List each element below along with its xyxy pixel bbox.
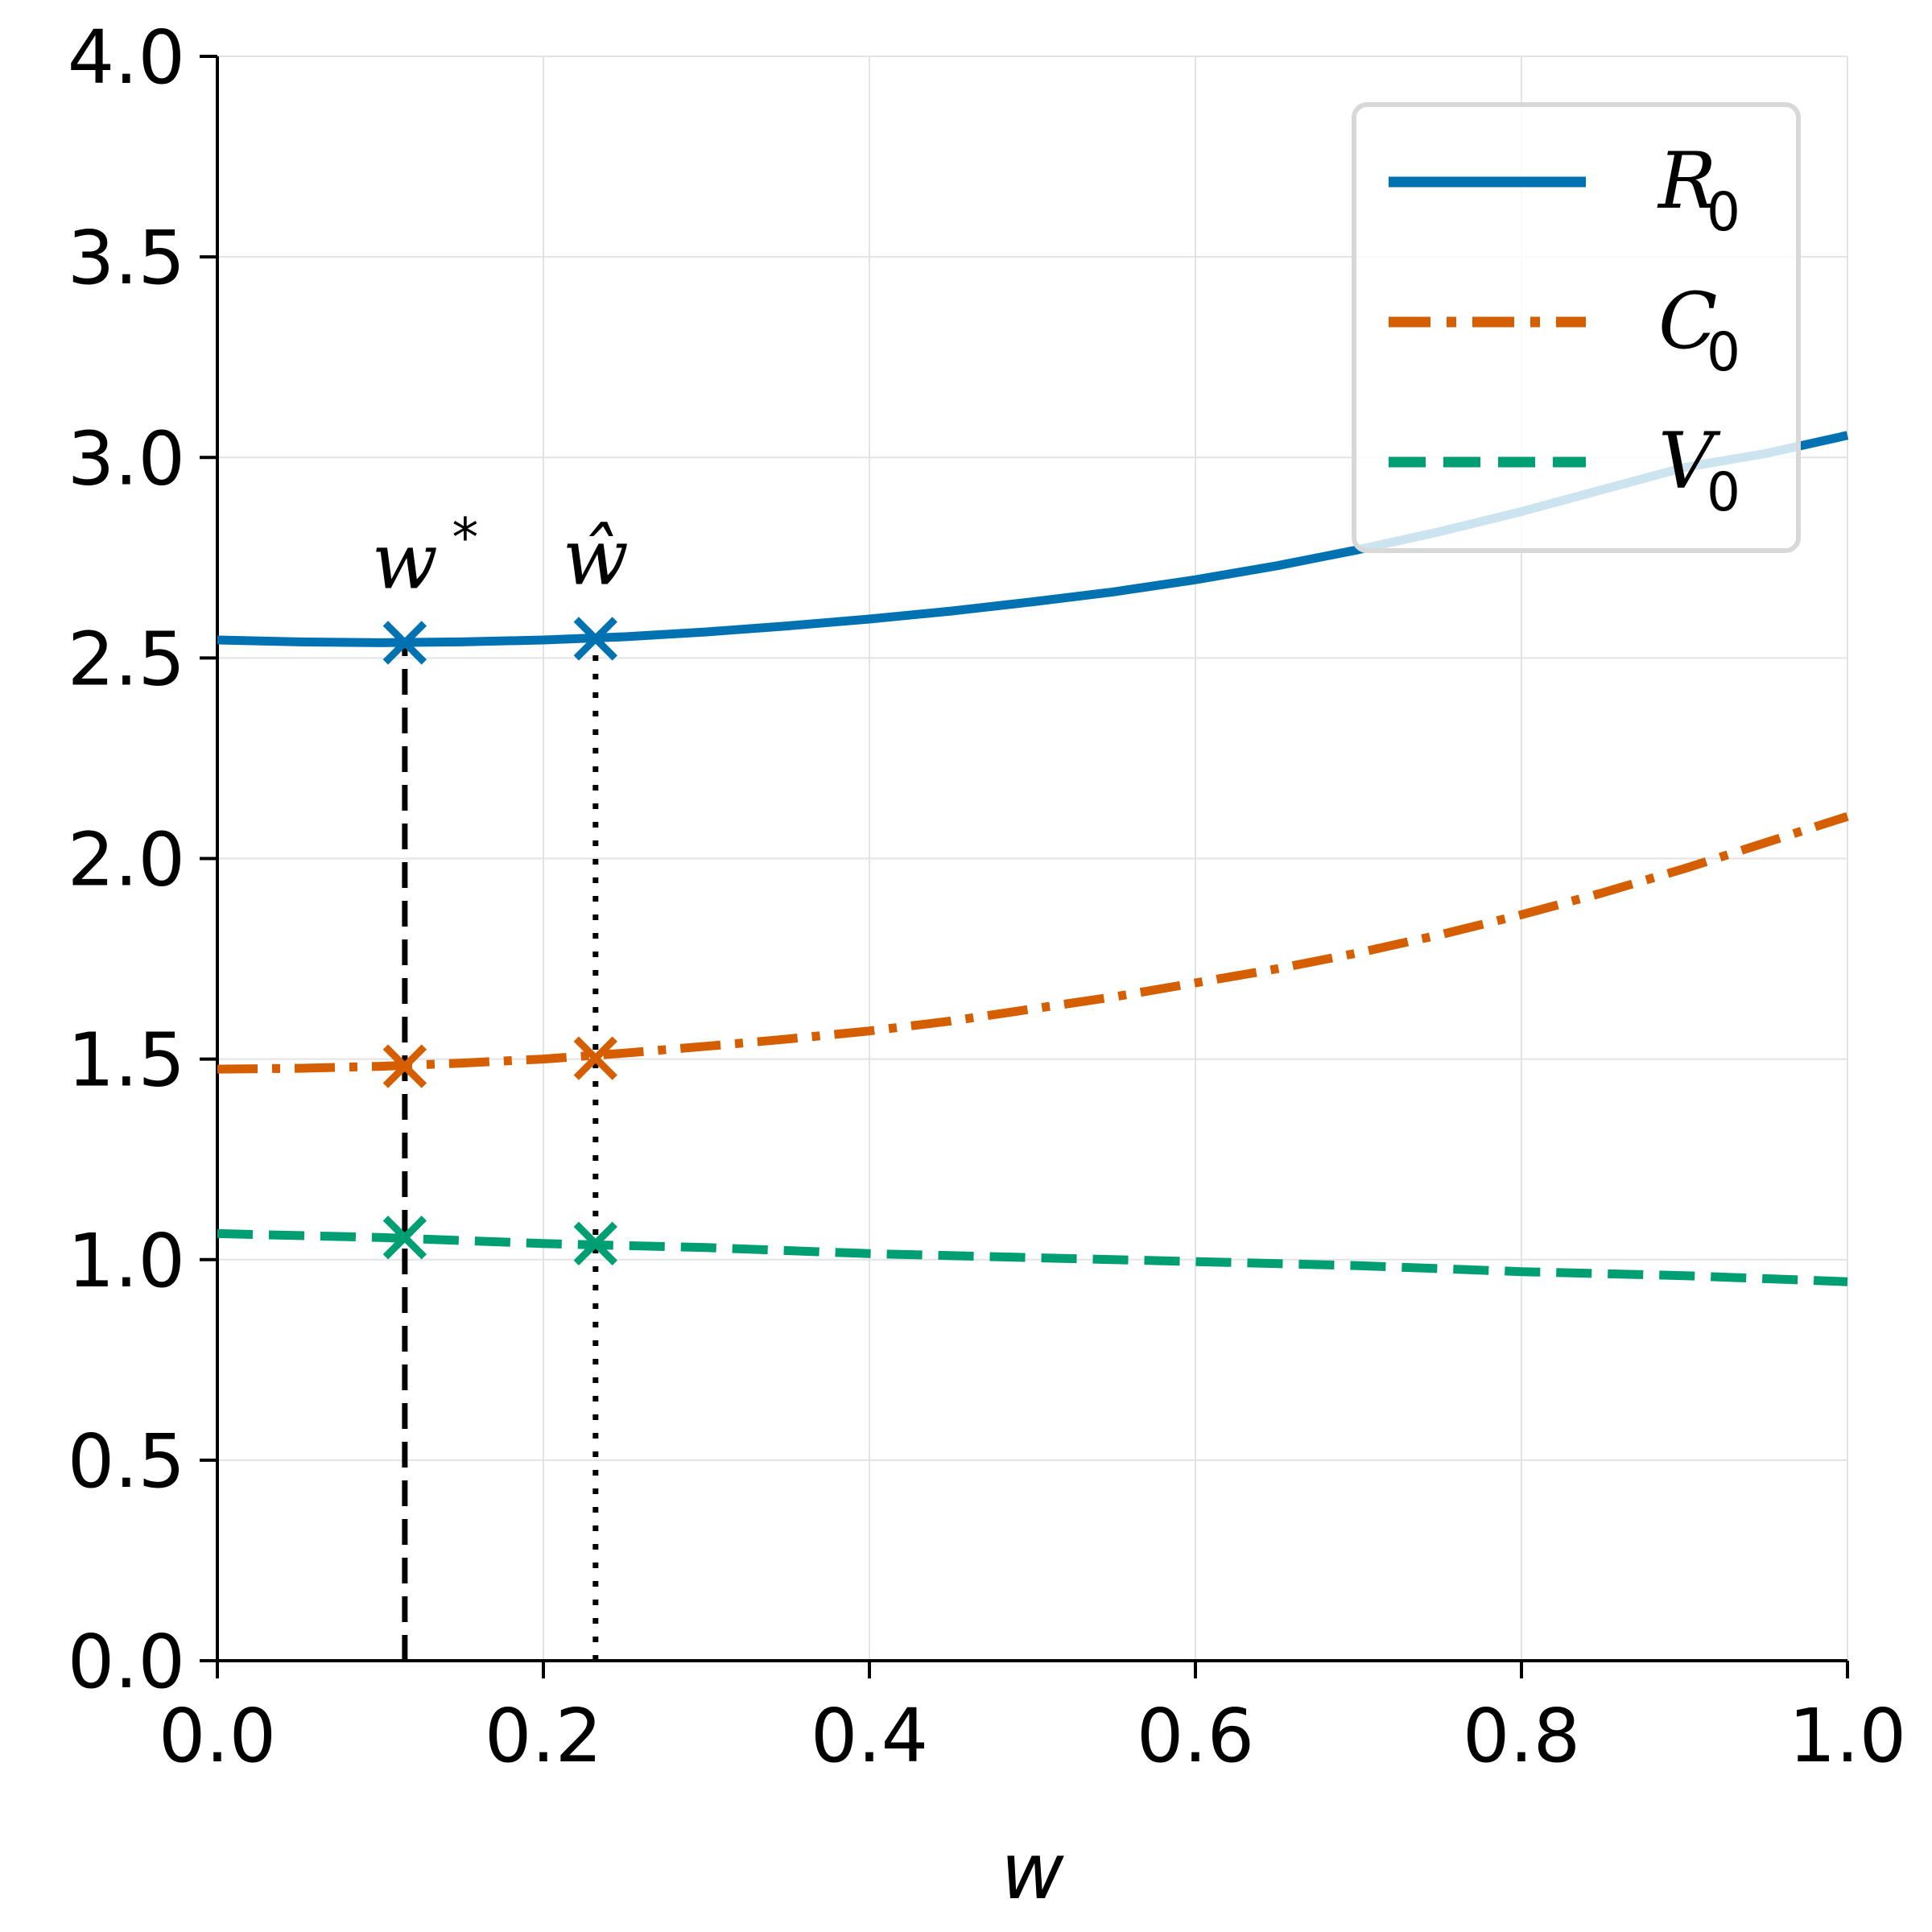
y-tick-label: 1.5 [68, 1018, 185, 1104]
legend-label-subscript: 0 [1707, 321, 1740, 383]
markers [382, 617, 617, 1266]
x-marker [382, 1044, 427, 1088]
y-tick-label: 0.0 [68, 1619, 185, 1705]
x-tick-label: 1.0 [1789, 1693, 1906, 1779]
y-tick-label: 2.5 [68, 616, 185, 702]
annotations: w * ŵ [372, 506, 629, 606]
legend-box [1352, 102, 1801, 553]
x-marker-stroke [573, 1036, 617, 1080]
x-marker [382, 1216, 427, 1260]
x-axis-label: w [1001, 1827, 1064, 1917]
x-marker [573, 617, 617, 661]
legend-label-subscript: 0 [1707, 461, 1740, 523]
y-tick-label: 4.0 [68, 14, 185, 101]
x-tick-label: 0.2 [485, 1693, 602, 1779]
x-marker-stroke [382, 1044, 427, 1088]
y-tick-label: 3.5 [68, 215, 185, 301]
x-tick-label: 0.8 [1463, 1693, 1580, 1779]
legend-label: V [1658, 416, 1721, 506]
series-line-v0 [217, 1228, 1848, 1286]
y-tick-label: 1.0 [68, 1218, 185, 1304]
axes [200, 55, 1849, 1678]
legend-label-subscript: 0 [1707, 181, 1740, 243]
x-tick-label: 0.0 [159, 1693, 276, 1779]
x-tick-label: 0.6 [1137, 1693, 1254, 1779]
y-tick-label: 2.0 [68, 817, 185, 903]
x-marker-stroke [573, 1221, 617, 1266]
marker-label: w [372, 516, 438, 606]
marker-guides [402, 638, 599, 1661]
y-tick-label: 3.0 [68, 415, 185, 502]
marker-label: ŵ [563, 512, 629, 602]
x-marker-stroke [573, 617, 617, 661]
x-marker [573, 1221, 617, 1266]
legend-label: R [1657, 136, 1716, 226]
series-line-c0 [217, 811, 1849, 1074]
tick-labels: 0.0 0.2 0.4 0.6 0.8 1.0 0.0 0.5 1.0 1.5 2.0 2.5 3.0 3… [68, 14, 1906, 1779]
x-marker [382, 621, 427, 665]
x-marker [573, 1036, 617, 1080]
legend-label: C [1658, 276, 1717, 366]
x-tick-label: 0.4 [811, 1693, 928, 1779]
x-marker-stroke [382, 1216, 427, 1260]
y-tick-label: 0.5 [68, 1418, 185, 1505]
marker-label-superscript: * [452, 506, 478, 568]
x-marker-stroke [382, 621, 427, 665]
